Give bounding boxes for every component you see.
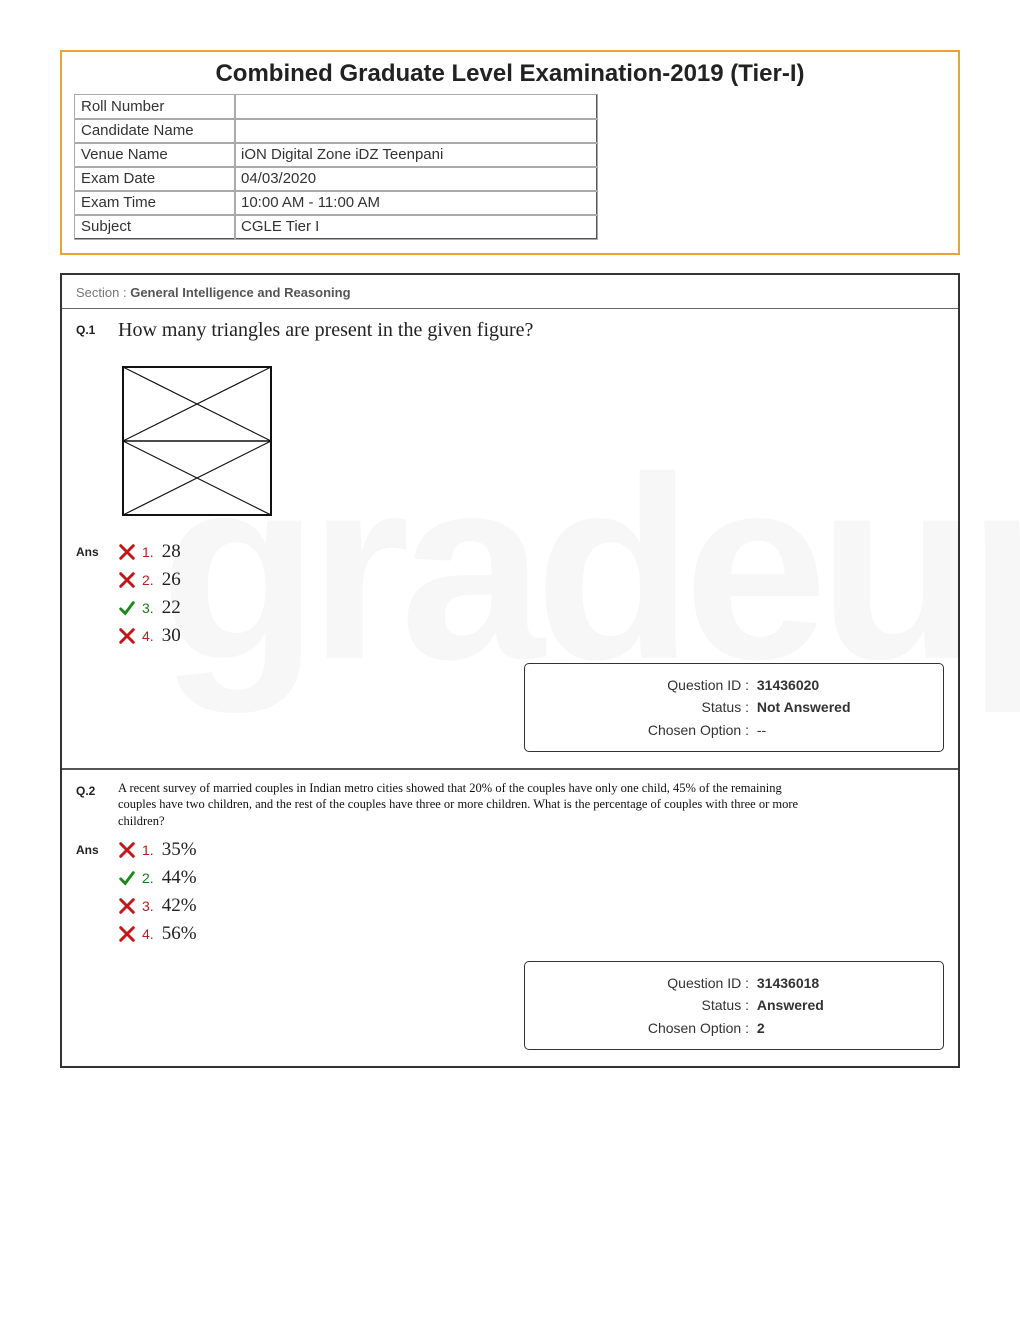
- cross-icon: [118, 543, 136, 561]
- meta-status-label: Status :: [613, 994, 753, 1016]
- option-value: 56%: [162, 923, 197, 945]
- cross-icon: [118, 925, 136, 943]
- question-block: Q.1 How many triangles are present in th…: [62, 309, 958, 770]
- option-number: 1.: [142, 842, 154, 858]
- option-number: 2.: [142, 572, 154, 588]
- option-number: 3.: [142, 600, 154, 616]
- meta-id-label: Question ID :: [613, 972, 753, 994]
- questions-panel: Section : General Intelligence and Reaso…: [60, 273, 960, 1068]
- question-number: Q.2: [76, 780, 104, 798]
- option-number: 2.: [142, 870, 154, 886]
- question-text: A recent survey of married couples in In…: [118, 780, 818, 829]
- section-name: General Intelligence and Reasoning: [130, 285, 350, 300]
- question-figure: [122, 366, 944, 521]
- meta-id: 31436020: [757, 677, 819, 693]
- info-label: Exam Date: [75, 167, 235, 191]
- meta-status: Not Answered: [757, 699, 851, 715]
- meta-chosen-label: Chosen Option :: [613, 1017, 753, 1039]
- info-label: Exam Time: [75, 191, 235, 215]
- table-row: Exam Date04/03/2020: [75, 167, 597, 191]
- option-value: 30: [162, 625, 181, 647]
- info-value: iON Digital Zone iDZ Teenpani: [235, 143, 597, 167]
- answer-option: 4. 30: [118, 625, 181, 647]
- table-row: Roll Number: [75, 95, 597, 119]
- info-label: Subject: [75, 215, 235, 239]
- meta-chosen: 2: [757, 1020, 765, 1036]
- option-value: 35%: [162, 839, 197, 861]
- meta-id: 31436018: [757, 975, 819, 991]
- answer-option: 2. 44%: [118, 867, 197, 889]
- meta-id-label: Question ID :: [613, 674, 753, 696]
- table-row: Exam Time10:00 AM - 11:00 AM: [75, 191, 597, 215]
- info-label: Venue Name: [75, 143, 235, 167]
- check-icon: [118, 599, 136, 617]
- option-number: 3.: [142, 898, 154, 914]
- meta-status-label: Status :: [613, 696, 753, 718]
- question-number: Q.1: [76, 319, 104, 337]
- meta-chosen: --: [757, 722, 766, 738]
- answer-option: 3. 22: [118, 597, 181, 619]
- table-row: Venue NameiON Digital Zone iDZ Teenpani: [75, 143, 597, 167]
- option-value: 28: [162, 541, 181, 563]
- meta-chosen-label: Chosen Option :: [613, 719, 753, 741]
- option-value: 44%: [162, 867, 197, 889]
- option-number: 1.: [142, 544, 154, 560]
- option-number: 4.: [142, 926, 154, 942]
- answer-list: 1. 28 2. 26 3. 22 4. 30: [118, 541, 181, 647]
- meta-status: Answered: [757, 997, 824, 1013]
- cross-icon: [118, 841, 136, 859]
- section-header: Section : General Intelligence and Reaso…: [62, 275, 958, 309]
- cross-icon: [118, 897, 136, 915]
- option-value: 42%: [162, 895, 197, 917]
- table-row: Candidate Name: [75, 119, 597, 143]
- check-icon: [118, 869, 136, 887]
- exam-title: Combined Graduate Level Examination-2019…: [74, 60, 946, 88]
- section-prefix: Section :: [76, 285, 130, 300]
- info-value: [235, 119, 597, 143]
- exam-header: Combined Graduate Level Examination-2019…: [60, 50, 960, 255]
- answer-label: Ans: [76, 839, 104, 857]
- answer-option: 1. 35%: [118, 839, 197, 861]
- question-meta: Question ID : 31436018 Status : Answered…: [524, 961, 944, 1050]
- answer-option: 2. 26: [118, 569, 181, 591]
- cross-icon: [118, 571, 136, 589]
- info-value: 10:00 AM - 11:00 AM: [235, 191, 597, 215]
- option-value: 22: [162, 597, 181, 619]
- cross-icon: [118, 627, 136, 645]
- question-text: How many triangles are present in the gi…: [118, 319, 533, 342]
- triangle-figure-svg: [122, 366, 272, 516]
- info-label: Roll Number: [75, 95, 235, 119]
- question-block: Q.2 A recent survey of married couples i…: [62, 770, 958, 1066]
- candidate-info-table: Roll Number Candidate Name Venue NameiON…: [74, 94, 597, 239]
- info-value: 04/03/2020: [235, 167, 597, 191]
- answer-list: 1. 35% 2. 44% 3. 42% 4. 56%: [118, 839, 197, 945]
- table-row: SubjectCGLE Tier I: [75, 215, 597, 239]
- answer-label: Ans: [76, 541, 104, 559]
- info-label: Candidate Name: [75, 119, 235, 143]
- option-number: 4.: [142, 628, 154, 644]
- option-value: 26: [162, 569, 181, 591]
- info-value: CGLE Tier I: [235, 215, 597, 239]
- info-value: [235, 95, 597, 119]
- question-meta: Question ID : 31436020 Status : Not Answ…: [524, 663, 944, 752]
- answer-option: 3. 42%: [118, 895, 197, 917]
- answer-option: 4. 56%: [118, 923, 197, 945]
- answer-option: 1. 28: [118, 541, 181, 563]
